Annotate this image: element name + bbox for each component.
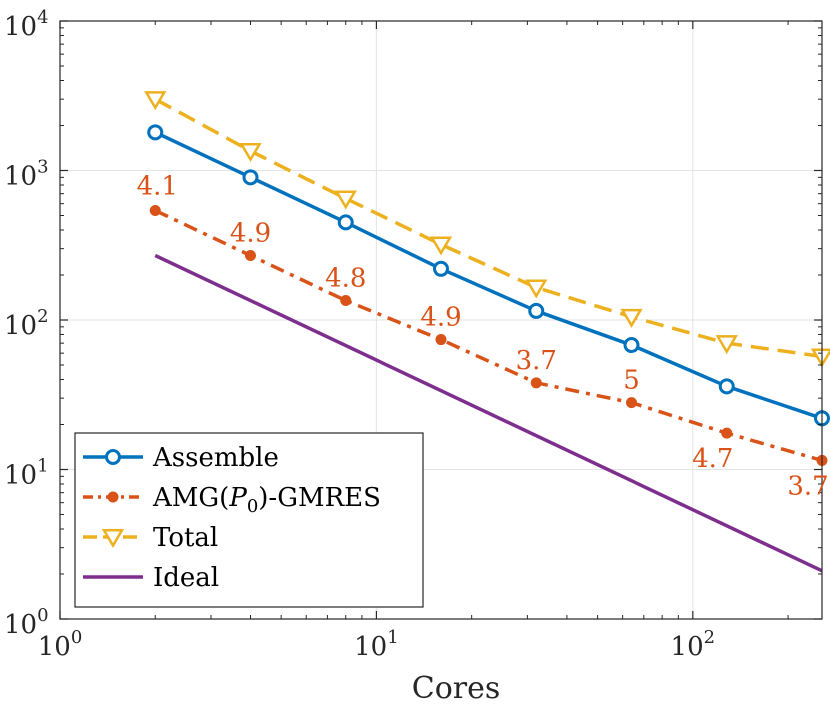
data-point xyxy=(239,143,262,163)
axes-frame xyxy=(59,20,823,620)
data-point xyxy=(337,214,354,231)
series-line-total xyxy=(154,97,823,359)
y-tick-label: 103 xyxy=(4,157,49,192)
data-point xyxy=(147,124,164,141)
data-label: 3.7 xyxy=(787,471,828,501)
data-point xyxy=(334,190,357,210)
data-point xyxy=(107,491,119,503)
data-point xyxy=(620,308,643,328)
data-point xyxy=(105,449,121,465)
legend-label: AMG(P0)-GMRES xyxy=(152,483,381,517)
data-point xyxy=(718,378,735,395)
legend-label: Total xyxy=(153,523,218,553)
series-line-amg-p0-gmres xyxy=(154,208,823,463)
data-point xyxy=(721,427,733,439)
data-label: 4.1 xyxy=(137,172,178,202)
data-label: 5 xyxy=(623,366,640,396)
data-point xyxy=(626,397,637,409)
series-line-ideal xyxy=(154,253,823,573)
y-tick-label: 104 xyxy=(4,7,49,42)
data-label: 3.7 xyxy=(516,346,557,376)
y-tick-label: 102 xyxy=(4,306,49,341)
data-point xyxy=(433,260,449,277)
series-line-assemble xyxy=(154,130,823,420)
data-label: 4.9 xyxy=(230,219,271,249)
data-point xyxy=(340,295,352,307)
y-tick-label: 101 xyxy=(4,456,49,491)
data-point xyxy=(528,302,545,319)
annotations: 4.1 4.9 4.8 4.9 3.7 5 4.7 3.7 xyxy=(137,172,829,502)
y-tick-label: 100 xyxy=(4,605,49,640)
data-point xyxy=(242,169,259,186)
data-point xyxy=(149,205,161,217)
legend-label: Assemble xyxy=(152,443,279,473)
tick-labels: 100 101 102 100 101 102 103 104 Cores xyxy=(4,7,715,706)
x-tick-label: 102 xyxy=(671,627,716,662)
data-label: 4.7 xyxy=(692,444,733,474)
data-point xyxy=(525,279,548,299)
data-point xyxy=(101,529,125,549)
data-point xyxy=(144,91,167,111)
x-tick-label: 100 xyxy=(38,627,83,662)
series-layer xyxy=(144,91,830,573)
data-label: 4.9 xyxy=(420,303,461,333)
data-label: 4.8 xyxy=(325,264,366,294)
x-tick-label: 101 xyxy=(354,627,399,662)
data-point xyxy=(530,377,542,389)
data-point xyxy=(623,337,640,354)
data-point xyxy=(435,334,447,346)
x-axis-label: Cores xyxy=(412,671,501,706)
data-point xyxy=(429,236,453,256)
legend-label: Ideal xyxy=(153,563,219,593)
data-point xyxy=(715,335,738,355)
legend: Assemble AMG(P0)-GMRES Total Ideal xyxy=(74,432,424,608)
data-point xyxy=(245,250,256,262)
